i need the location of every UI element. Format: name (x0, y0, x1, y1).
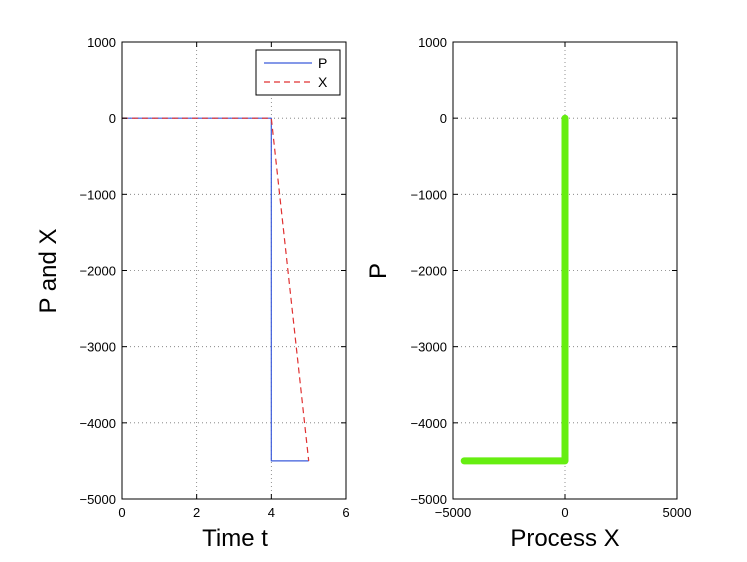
y-tick-label: −3000 (410, 340, 447, 355)
y-tick-label: −3000 (79, 340, 116, 355)
legend-label-x: X (318, 74, 328, 90)
y-tick-label: 1000 (418, 35, 447, 50)
left-xlabel: Time t (202, 525, 268, 552)
y-tick-label: −5000 (410, 492, 447, 507)
y-tick-label: −1000 (79, 187, 116, 202)
x-tick-label: 0 (118, 505, 125, 520)
y-tick-label: −5000 (79, 492, 116, 507)
x-tick-label: 6 (342, 505, 349, 520)
y-tick-label: 0 (440, 111, 447, 126)
right-xlabel: Process X (510, 525, 619, 552)
time-plot: 0 2 4 6 1000 0 −1000 −2000 −3000 −4000 −5000 PX (79, 35, 349, 520)
x-tick-label: 0 (561, 505, 568, 520)
y-tick-label: 0 (109, 111, 116, 126)
y-tick-label: −4000 (410, 416, 447, 431)
x-tick-label: 2 (193, 505, 200, 520)
x-tick-label: 4 (268, 505, 275, 520)
legend-label-p: P (318, 55, 327, 71)
y-tick-label: −2000 (410, 264, 447, 279)
y-tick-label: −1000 (410, 187, 447, 202)
left-ylabel: P and X (35, 229, 62, 314)
y-tick-label: −4000 (79, 416, 116, 431)
y-tick-label: −2000 (79, 264, 116, 279)
right-ylabel: P (365, 263, 392, 279)
x-tick-label: 5000 (663, 505, 692, 520)
x-tick-label: −5000 (435, 505, 472, 520)
legend-box (255, 49, 341, 96)
series-line-0 (460, 114, 569, 465)
y-tick-label: 1000 (87, 35, 116, 50)
